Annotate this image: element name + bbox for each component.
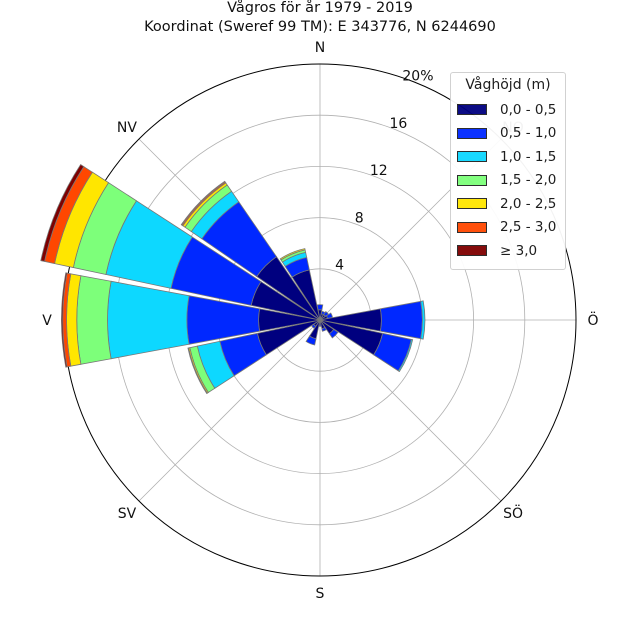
bar-segment: [180, 180, 226, 226]
bar-segment: [279, 248, 306, 261]
compass-label: SV: [118, 506, 137, 522]
radial-tick-label: 8: [355, 210, 364, 226]
legend-entry: 0,5 - 1,0: [457, 122, 559, 146]
legend-label: 1,5 - 2,0: [500, 172, 557, 189]
grid-spoke: [138, 319, 321, 502]
bars-layer: [40, 163, 426, 395]
compass-label: SÖ: [503, 504, 523, 522]
radial-tick-label: 12: [370, 163, 388, 179]
radial-tick-label: 16: [389, 116, 407, 132]
legend-swatch: [457, 174, 487, 186]
legend-label: ≥ 3,0: [500, 242, 538, 259]
bar-segment: [76, 275, 112, 365]
legend-swatch: [457, 198, 487, 210]
legend-swatch: [457, 127, 487, 139]
legend-entry: 1,0 - 1,5: [457, 145, 559, 169]
bar-segment: [61, 272, 68, 368]
bar-segment: [397, 338, 414, 373]
bar-segment: [187, 347, 208, 395]
radial-ticks: 4 8 12 16 20%: [335, 68, 433, 273]
bar-segment: [107, 280, 190, 360]
bar-segment: [40, 163, 85, 262]
bar-segment: [305, 335, 317, 346]
bar-segment: [379, 300, 423, 340]
legend-entries: 0,0 - 0,5 0,5 - 1,0 1,0 - 1,5 1,5 - 2,0 2,0 …: [457, 98, 559, 263]
legend-entry: 2,0 - 2,5: [457, 192, 559, 216]
chart-title: Vågros för år 1979 - 2019: [227, 0, 413, 16]
bar-segment: [420, 300, 426, 340]
compass-label: Ö: [587, 311, 598, 329]
legend-label: 0,5 - 1,0: [500, 125, 557, 142]
compass-label: N: [315, 40, 325, 56]
legend: Våghöjd (m) 0,0 - 0,5 0,5 - 1,0 1,0 - 1,5 1…: [450, 72, 566, 270]
legend-entry: ≥ 3,0: [457, 239, 559, 263]
grid-spoke: [319, 319, 502, 502]
legend-label: 0,0 - 0,5: [500, 101, 557, 118]
compass-label: V: [42, 313, 52, 329]
legend-swatch: [457, 221, 487, 233]
legend-swatch: [457, 245, 487, 257]
bar-segment: [316, 304, 324, 311]
chart-subtitle: Koordinat (Sweref 99 TM): E 343776, N 62…: [144, 19, 496, 35]
compass-label: S: [316, 586, 325, 602]
compass-label: NV: [117, 120, 137, 136]
radial-tick-label: 20%: [402, 68, 433, 84]
bar-segment: [321, 326, 327, 332]
legend-title: Våghöjd (m): [465, 77, 551, 93]
legend-swatch: [457, 151, 487, 163]
legend-label: 2,0 - 2,5: [500, 195, 557, 212]
legend-label: 2,5 - 3,0: [500, 219, 557, 236]
radial-tick-label: 4: [335, 258, 344, 274]
legend-entry: 0,0 - 0,5: [457, 98, 559, 122]
legend-entry: 1,5 - 2,0: [457, 169, 559, 193]
legend-entry: 2,5 - 3,0: [457, 216, 559, 240]
legend-label: 1,0 - 1,5: [500, 148, 557, 165]
legend-swatch: [457, 104, 487, 116]
bar-segment: [328, 328, 339, 339]
